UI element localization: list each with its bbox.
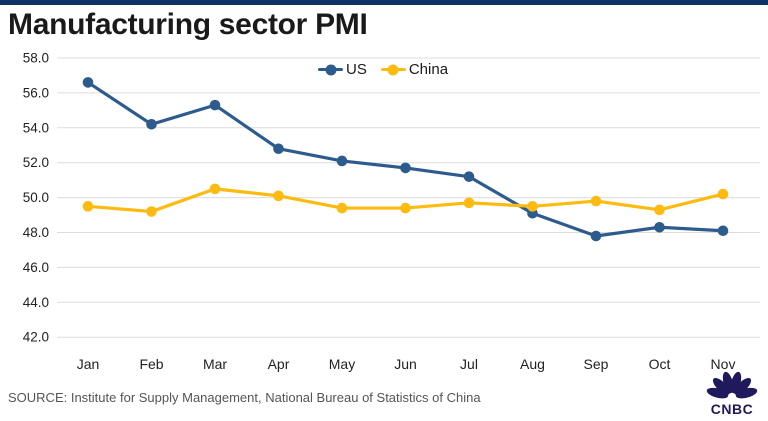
y-tick-label: 48.0 xyxy=(23,225,49,240)
us-data-point xyxy=(590,230,602,242)
china-series-dot-icon xyxy=(387,64,399,75)
x-tick-label: Jun xyxy=(394,356,417,372)
legend-label-us: US xyxy=(346,61,367,78)
x-tick-label: Oct xyxy=(649,356,671,372)
us-data-point xyxy=(146,119,157,130)
us-data-point xyxy=(654,221,665,233)
y-tick-label: 54.0 xyxy=(23,120,49,135)
y-tick-label: 52.0 xyxy=(23,155,49,170)
us-data-point xyxy=(209,99,221,111)
top-accent-bar xyxy=(0,0,768,5)
china-data-point xyxy=(463,197,475,209)
y-tick-label: 46.0 xyxy=(23,260,49,275)
x-tick-label: Nov xyxy=(711,356,736,372)
x-tick-label: Sep xyxy=(584,356,609,372)
chart-title: Manufacturing sector PMI xyxy=(8,8,368,41)
legend-label-china: China xyxy=(408,61,449,78)
us-data-point xyxy=(82,77,94,88)
china-data-point xyxy=(336,202,348,214)
us-series-dot-icon xyxy=(325,64,336,75)
x-tick-label: Apr xyxy=(268,356,290,372)
us-data-point xyxy=(273,143,284,155)
china-data-point xyxy=(654,204,665,216)
x-tick-label: Mar xyxy=(203,356,227,372)
chart-legend: US China xyxy=(318,61,448,78)
us-data-point xyxy=(717,225,729,237)
source-attribution: SOURCE: Institute for Supply Management,… xyxy=(8,390,481,405)
us-series-marker-icon xyxy=(318,64,343,75)
y-tick-label: 50.0 xyxy=(23,190,49,205)
cnbc-peacock-icon: CNBC xyxy=(706,371,758,417)
china-data-point xyxy=(146,206,157,217)
cnbc-logo: CNBC xyxy=(701,370,763,417)
y-tick-label: 58.0 xyxy=(23,51,49,66)
cnbc-wordmark: CNBC xyxy=(711,401,753,416)
us-data-point xyxy=(336,155,348,167)
china-series-marker-icon xyxy=(380,64,406,75)
x-tick-label: Jul xyxy=(460,356,478,372)
china-data-point xyxy=(717,188,729,200)
china-data-point xyxy=(527,201,538,212)
us-data-point xyxy=(463,171,475,182)
china-data-point xyxy=(82,201,94,212)
china-data-point xyxy=(590,195,602,207)
x-tick-label: Aug xyxy=(520,356,545,372)
legend-item-us: US xyxy=(318,61,367,78)
y-tick-label: 42.0 xyxy=(23,330,49,345)
x-tick-label: Jan xyxy=(77,356,100,372)
china-data-point xyxy=(400,202,411,214)
x-tick-label: May xyxy=(329,356,355,372)
china-data-point xyxy=(273,190,284,202)
china-data-point xyxy=(209,183,221,195)
y-tick-label: 44.0 xyxy=(23,295,49,310)
y-tick-label: 56.0 xyxy=(23,85,49,100)
x-tick-label: Feb xyxy=(139,356,163,372)
us-data-point xyxy=(400,162,411,174)
legend-item-china: China xyxy=(380,61,449,78)
